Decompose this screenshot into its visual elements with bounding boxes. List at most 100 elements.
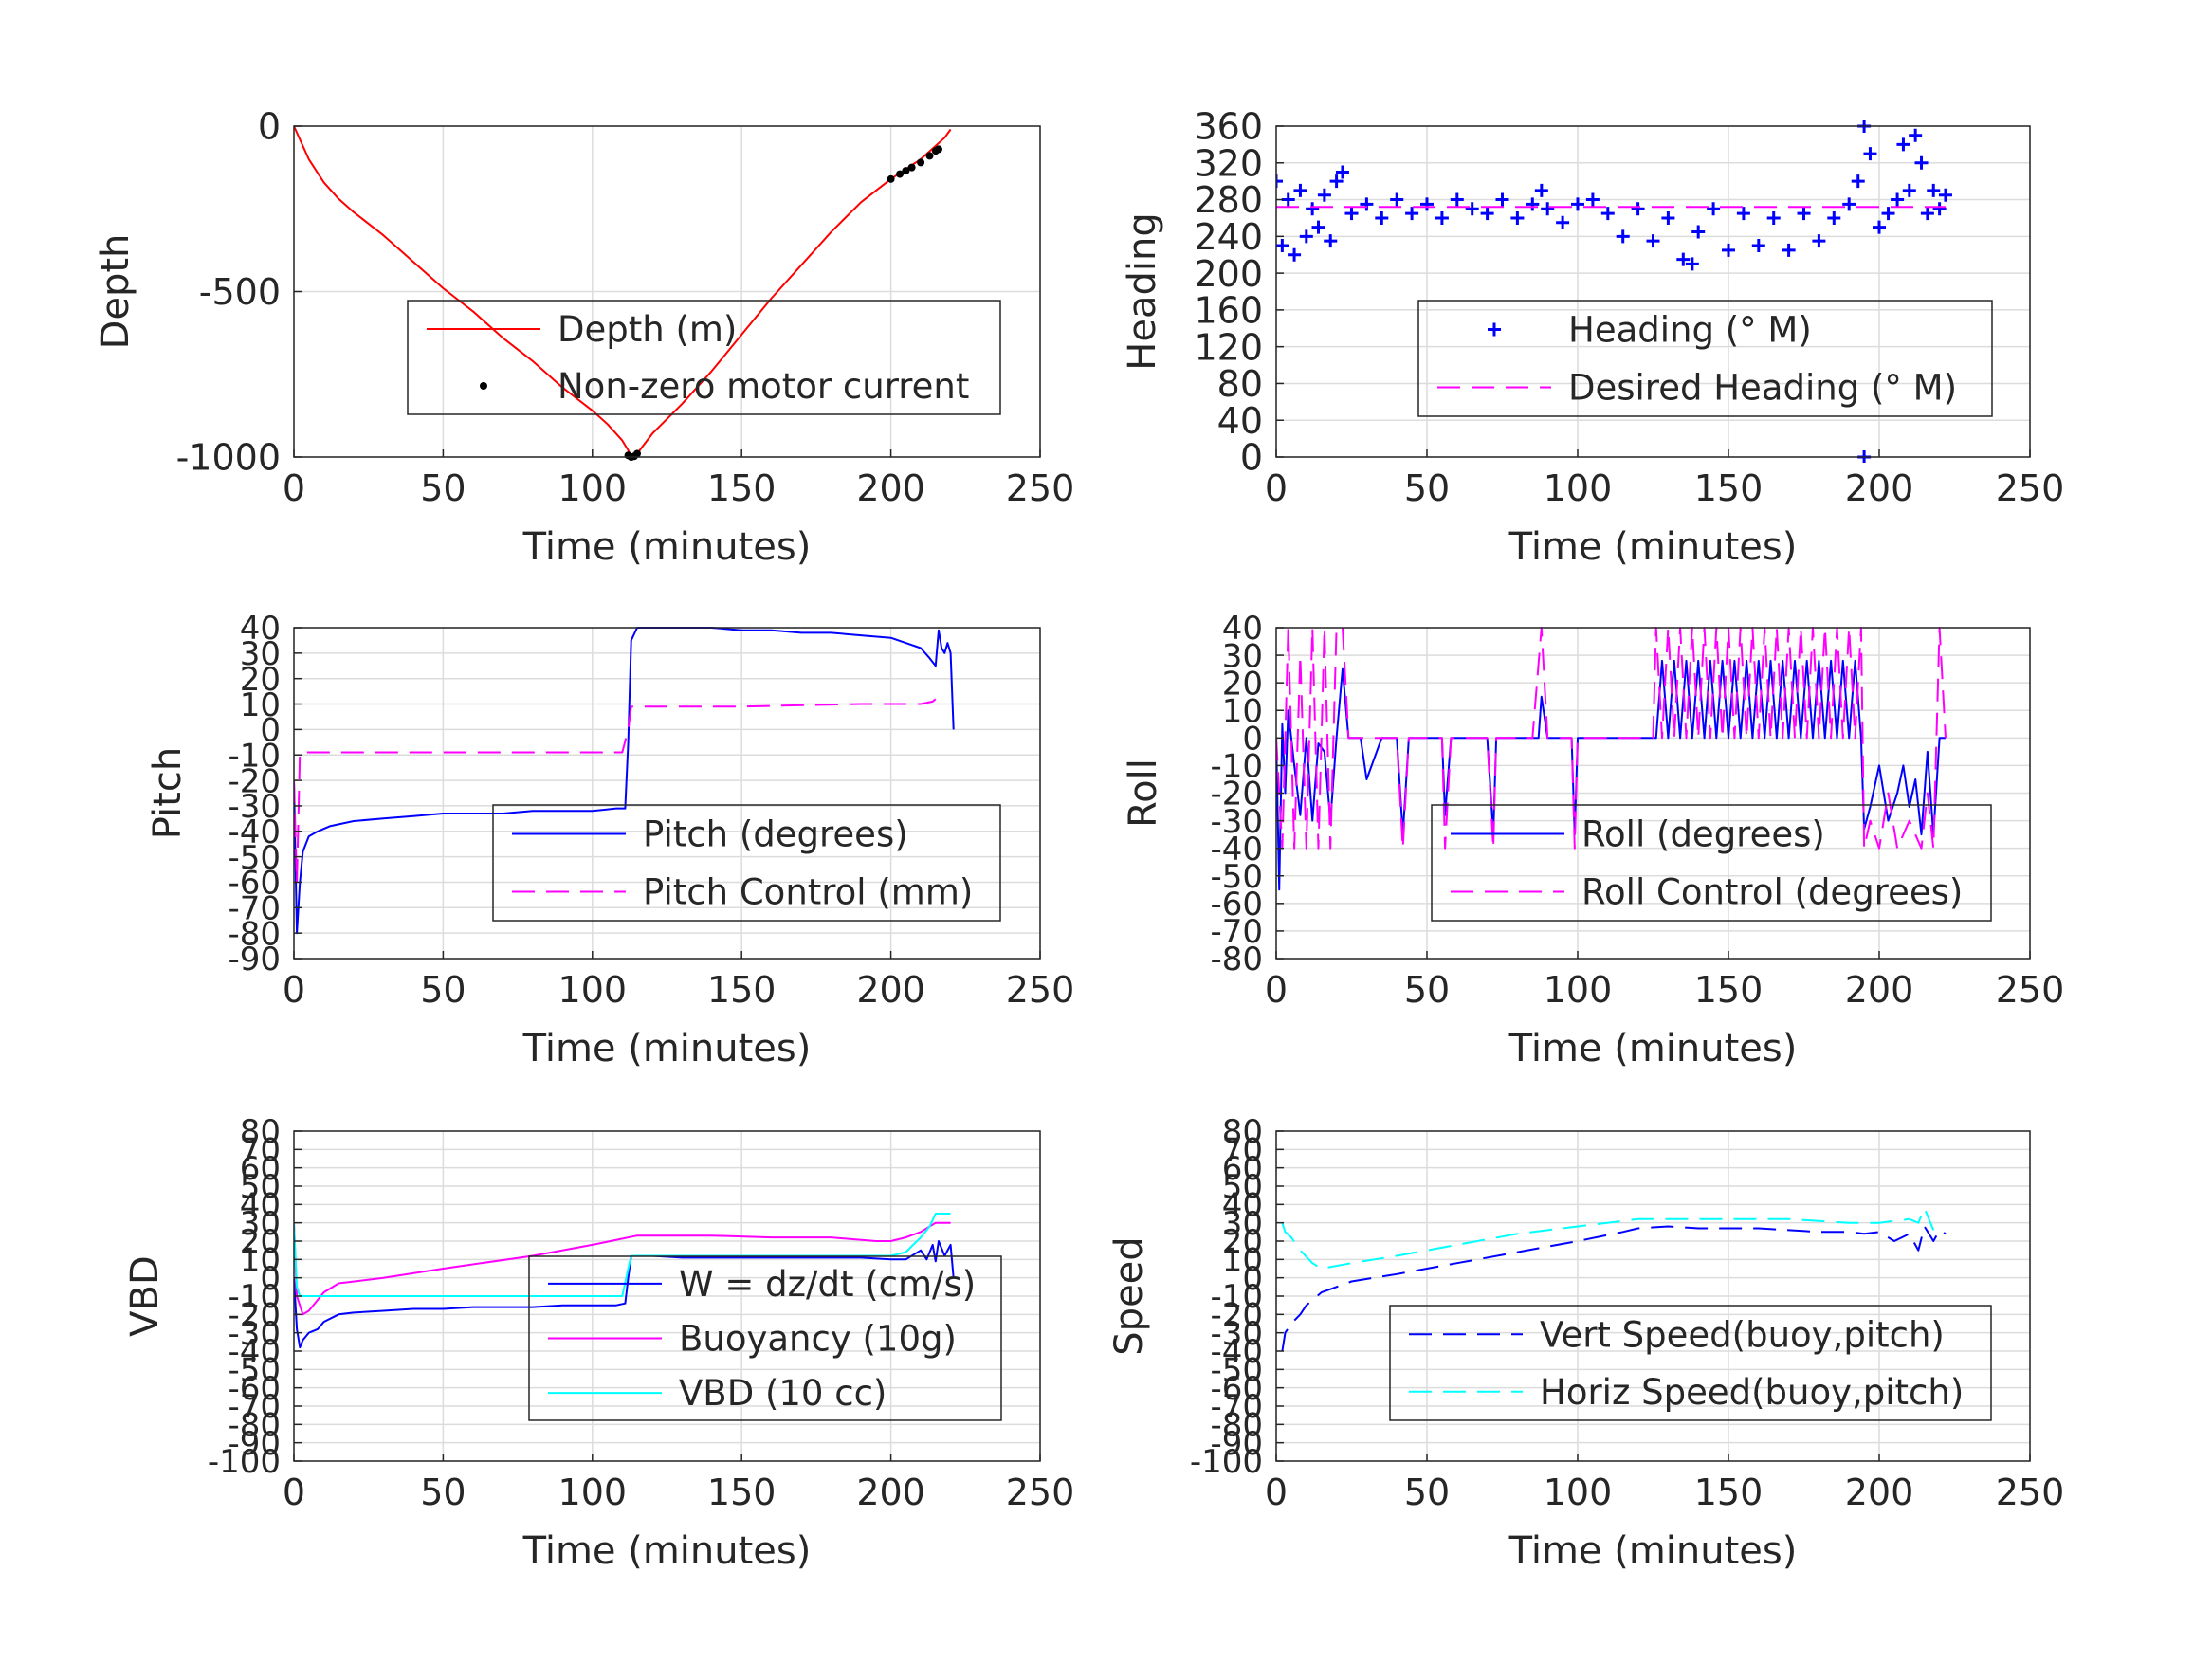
heading-legend-box — [1417, 300, 1993, 417]
heading-legend-marker — [1488, 322, 1501, 337]
pitch-legend-box — [492, 804, 1001, 922]
depth-xlabel: Time (minutes) — [522, 525, 812, 569]
speed-ytick-label: 40 — [1222, 1187, 1263, 1225]
depth-ytick-label: -1000 — [176, 437, 281, 479]
pitch-plot-area — [294, 628, 1040, 959]
roll-ytick-label: 40 — [1222, 610, 1263, 648]
speed-ytick-label: -80 — [1210, 1407, 1263, 1445]
heading-ytick-label: 240 — [1194, 216, 1263, 258]
roll-legend-box — [1431, 804, 1992, 922]
heading-xtick-label: 50 — [1404, 467, 1450, 509]
depth-xtick-label: 100 — [558, 467, 628, 509]
speed-ytick-label: -100 — [1190, 1443, 1263, 1481]
speed-ytick-label: 0 — [1242, 1260, 1263, 1298]
heading-series-0-point — [1390, 192, 1404, 207]
vbd-ytick-label: -30 — [228, 1315, 281, 1353]
depth-xtick-label: 250 — [1006, 467, 1075, 509]
depth-series-1-point — [887, 174, 895, 183]
heading-series-0-point — [1510, 210, 1525, 225]
speed-ytick-label: 70 — [1222, 1132, 1263, 1170]
speed-ytick-label: 80 — [1222, 1113, 1263, 1151]
pitch-axes-box — [293, 627, 1041, 960]
roll-ytick-label: -30 — [1210, 803, 1263, 841]
speed-xtick-label: 100 — [1544, 1472, 1613, 1513]
heading-series-0-point — [1863, 147, 1877, 161]
roll-ytick-label: 20 — [1222, 665, 1263, 703]
heading-series-0-point — [1914, 155, 1929, 170]
heading-series-0-point — [1281, 192, 1295, 207]
heading-series-0-point — [1782, 243, 1796, 257]
heading-series-0-point — [1465, 202, 1479, 216]
roll-xtick-label: 250 — [1996, 969, 2065, 1011]
heading-series-0-point — [1661, 210, 1675, 225]
heading-series-0-point — [1556, 215, 1570, 229]
heading-series-0-point — [1851, 174, 1865, 189]
depth-series-1-point — [917, 158, 925, 167]
pitch-ytick-label: -70 — [228, 890, 281, 928]
heading-legend-label: Heading (° M) — [1568, 310, 1812, 351]
heading-series-0-point — [1375, 210, 1389, 225]
vbd-xtick-label: 50 — [420, 1472, 466, 1513]
heading-series-0-point — [1541, 202, 1555, 216]
speed-ytick-label: -50 — [1210, 1352, 1263, 1390]
pitch-xtick-label: 100 — [558, 969, 628, 1011]
heading-series-0-point — [1420, 197, 1434, 211]
vbd-xtick-label: 0 — [283, 1472, 305, 1513]
speed-xlabel: Time (minutes) — [1508, 1529, 1798, 1573]
heading-series-0-point — [1827, 210, 1841, 225]
heading-series-0-point — [1896, 137, 1910, 152]
heading-ytick-label: 360 — [1194, 106, 1263, 148]
vbd-xtick-label: 200 — [856, 1472, 925, 1513]
heading-series-0-point — [1685, 257, 1699, 271]
pitch-ytick-label: 20 — [240, 661, 281, 699]
speed-ytick-label: -70 — [1210, 1388, 1263, 1426]
speed-legend: Vert Speed(buoy,pitch) Horiz Speed(buoy,p… — [1389, 1305, 1992, 1421]
heading-legend-label: Desired Heading (° M) — [1568, 368, 1957, 409]
heading-xtick-label: 0 — [1265, 467, 1288, 509]
heading-series-0-point — [1435, 210, 1449, 225]
speed-xtick-label: 200 — [1845, 1472, 1914, 1513]
vbd-ytick-label: 30 — [240, 1205, 281, 1243]
heading-series-0-point — [1317, 188, 1331, 202]
roll-xtick-label: 0 — [1265, 969, 1288, 1011]
speed-ytick-label: -30 — [1210, 1315, 1263, 1353]
heading-ytick-label: 280 — [1194, 179, 1263, 221]
heading-series-0-point — [1335, 165, 1349, 179]
depth-legend-label: Non-zero motor current — [558, 366, 969, 407]
roll-ytick-label: -10 — [1210, 748, 1263, 786]
speed-ylabel: Speed — [1107, 1236, 1151, 1355]
roll-xtick-label: 150 — [1694, 969, 1764, 1011]
vbd-series-0-line — [294, 1240, 955, 1349]
heading-series-0-point — [1676, 252, 1691, 266]
vbd-legend-box — [528, 1255, 1002, 1421]
roll-ytick-label: -20 — [1210, 776, 1263, 814]
vbd-ytick-label: -50 — [228, 1352, 281, 1390]
speed-ytick-label: 30 — [1222, 1205, 1263, 1243]
heading-ytick-label: 80 — [1217, 363, 1263, 405]
heading-ytick-label: 0 — [1240, 437, 1263, 479]
vbd-ytick-label: 10 — [240, 1242, 281, 1280]
depth-series-1-point — [925, 152, 934, 160]
heading-series-0-point — [1891, 192, 1905, 207]
roll-xtick-label: 100 — [1544, 969, 1613, 1011]
heading-series-0-point — [1276, 174, 1283, 189]
vbd-ytick-label: -80 — [228, 1407, 281, 1445]
heading-series-0-point — [1276, 239, 1289, 253]
heading-series-0-point — [1480, 207, 1494, 221]
pitch-xtick-label: 150 — [707, 969, 777, 1011]
heading-series-0-point — [1797, 207, 1811, 221]
pitch-ytick-label: -10 — [228, 737, 281, 775]
depth-series-1-point — [896, 170, 905, 178]
heading-xtick-label: 250 — [1996, 467, 2065, 509]
speed-series-group — [1281, 1207, 1947, 1352]
heading-ytick-label: 120 — [1194, 326, 1263, 368]
heading-series-0-point — [1288, 247, 1302, 262]
depth-series-1-point — [633, 449, 642, 458]
vbd-xtick-label: 250 — [1006, 1472, 1075, 1513]
pitch-xtick-label: 0 — [283, 969, 305, 1011]
pitch-ytick-label: -60 — [228, 865, 281, 903]
speed-ytick-label: -10 — [1210, 1278, 1263, 1316]
heading-ylabel: Heading — [1121, 212, 1164, 370]
heading-series-0-point — [1938, 188, 1952, 202]
